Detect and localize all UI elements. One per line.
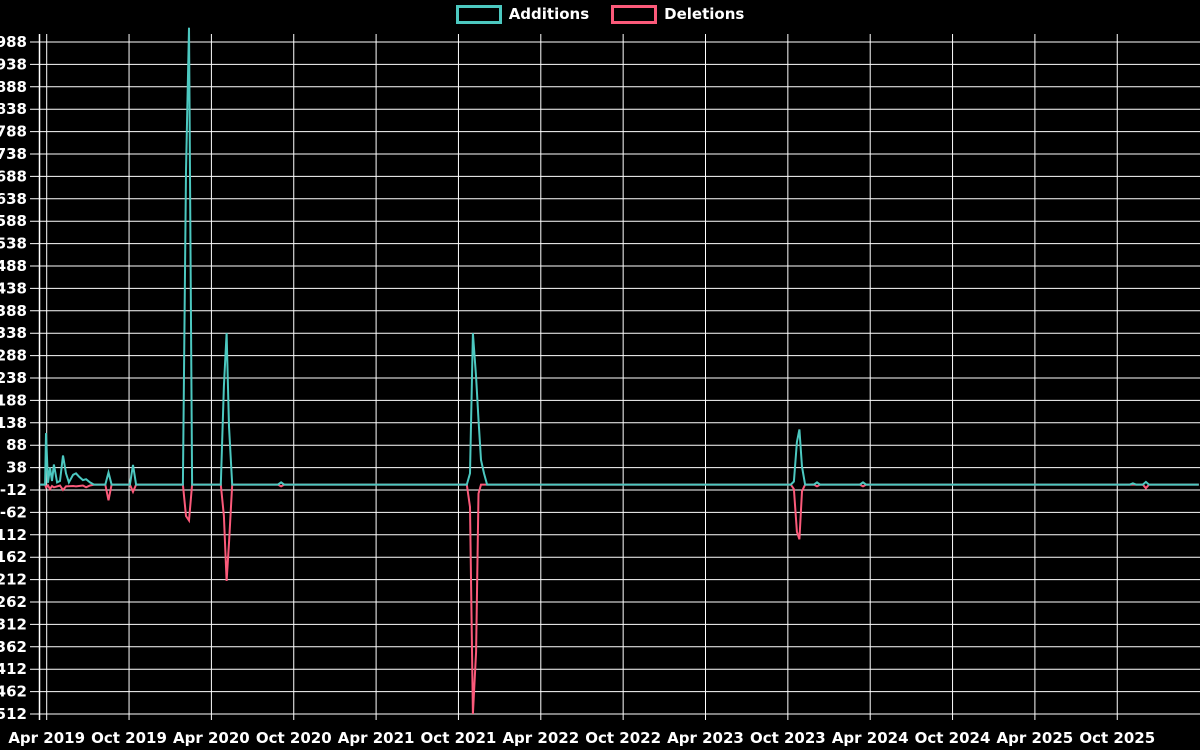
y-tick-label: -262 xyxy=(0,593,27,611)
x-tick-label: Apr 2022 xyxy=(502,729,579,747)
y-tick-label: 438 xyxy=(0,279,27,297)
y-tick-label: -212 xyxy=(0,571,27,589)
y-tick-label: 538 xyxy=(0,235,27,253)
y-tick-label: 488 xyxy=(0,257,27,275)
y-tick-label: 888 xyxy=(0,78,27,96)
additions-swatch-icon xyxy=(455,5,502,24)
y-tick-label: -462 xyxy=(0,683,27,701)
y-tick-label: 138 xyxy=(0,414,27,432)
y-tick-label: 838 xyxy=(0,100,27,118)
y-tick-label: 588 xyxy=(0,212,27,230)
y-tick-label: 938 xyxy=(0,55,27,73)
x-tick-label: Apr 2024 xyxy=(832,729,909,747)
y-tick-label: -512 xyxy=(0,705,27,723)
y-tick-label: -312 xyxy=(0,615,27,633)
x-tick-label: Apr 2025 xyxy=(997,729,1074,747)
x-tick-label: Apr 2019 xyxy=(8,729,85,747)
y-tick-label: 188 xyxy=(0,391,27,409)
legend-label-deletions: Deletions xyxy=(664,5,745,23)
y-tick-label: -112 xyxy=(0,526,27,544)
y-tick-label: 738 xyxy=(0,145,27,163)
x-tick-label: Apr 2021 xyxy=(338,729,415,747)
series-line-additions xyxy=(39,27,1199,486)
y-tick-label: -162 xyxy=(0,548,27,566)
y-tick-label: 988 xyxy=(0,33,27,51)
y-tick-label: 88 xyxy=(6,436,27,454)
y-tick-label: 238 xyxy=(0,369,27,387)
x-tick-label: Oct 2025 xyxy=(1079,729,1155,747)
x-tick-label: Apr 2023 xyxy=(667,729,744,747)
y-tick-label: -12 xyxy=(0,481,27,499)
y-tick-label: 788 xyxy=(0,123,27,141)
y-tick-label: -362 xyxy=(0,638,27,656)
x-tick-label: Apr 2020 xyxy=(173,729,250,747)
x-tick-label: Oct 2019 xyxy=(91,729,167,747)
legend-item-additions[interactable]: Additions xyxy=(455,5,590,24)
y-tick-label: -62 xyxy=(0,503,27,521)
y-tick-label: -412 xyxy=(0,660,27,678)
chart-legend: Additions Deletions xyxy=(0,5,1200,24)
y-tick-label: 638 xyxy=(0,190,27,208)
y-tick-label: 288 xyxy=(0,347,27,365)
series-line-deletions xyxy=(39,483,1199,715)
x-tick-label: Oct 2023 xyxy=(750,729,826,747)
y-tick-label: 38 xyxy=(6,459,27,477)
deletions-swatch-icon xyxy=(611,5,658,24)
x-tick-label: Oct 2022 xyxy=(585,729,661,747)
x-tick-label: Oct 2021 xyxy=(421,729,497,747)
y-tick-label: 388 xyxy=(0,302,27,320)
x-tick-label: Oct 2020 xyxy=(256,729,332,747)
y-tick-label: 338 xyxy=(0,324,27,342)
x-tick-label: Oct 2024 xyxy=(915,729,991,747)
y-tick-label: 688 xyxy=(0,167,27,185)
legend-label-additions: Additions xyxy=(508,5,590,23)
legend-item-deletions[interactable]: Deletions xyxy=(611,5,744,24)
